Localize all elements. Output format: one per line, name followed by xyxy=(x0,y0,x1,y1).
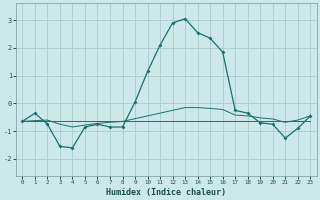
X-axis label: Humidex (Indice chaleur): Humidex (Indice chaleur) xyxy=(106,188,226,197)
